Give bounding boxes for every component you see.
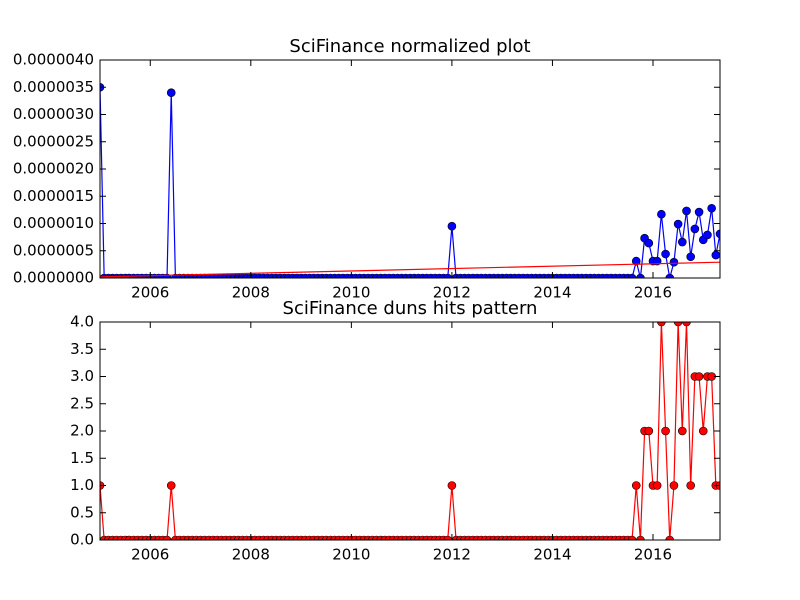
x-tick-label: 2010 [332,284,370,302]
marker [669,257,679,267]
marker [682,206,691,216]
y-tick-label: 0.0000005 [13,241,94,259]
y-tick-label: 4.0 [70,313,94,331]
marker [677,237,687,247]
marker [665,535,675,540]
y-tick-label: 0.0000020 [13,160,94,178]
marker [698,426,708,436]
marker [673,219,683,229]
y-tick-label: 0.0000010 [13,214,94,232]
x-tick-label: 2014 [533,546,571,564]
y-tick-label: 0.0000015 [13,187,94,205]
marker [162,535,172,540]
marker [703,230,712,240]
plot-area [100,322,720,540]
marker [682,322,691,327]
y-tick-label: 2.0 [70,422,94,440]
marker [166,481,176,490]
y-tick-label: 0.0 [70,531,94,549]
x-tick-label: 2016 [634,284,672,302]
y-tick-label: 3.5 [70,340,94,358]
x-tick-label: 2006 [131,546,169,564]
chart-title: SciFinance normalized plot [289,36,530,57]
x-tick-label: 2008 [232,546,270,564]
marker [661,249,670,259]
axes-frame [99,59,721,279]
marker [627,273,637,278]
y-tick-label: 3.0 [70,367,94,385]
marker [447,481,457,490]
marker [166,88,176,97]
marker [644,238,654,248]
y-tick-label: 2.5 [70,394,94,412]
y-tick-label: 1.0 [70,476,94,494]
x-tick-label: 2012 [433,546,471,564]
marker [694,207,704,217]
marker [694,372,704,381]
marker [711,250,720,260]
axes-frame [99,321,721,541]
x-tick-label: 2008 [232,284,270,302]
chart-title: SciFinance duns hits pattern [283,298,538,319]
y-tick-label: 0.0000040 [13,51,94,69]
marker [677,426,687,436]
y-tick-label: 1.5 [70,449,94,467]
marker [447,221,457,231]
x-tick-label: 2014 [533,284,571,302]
marker [669,481,679,490]
y-tick-label: 0.5 [70,503,94,521]
x-tick-label: 2010 [332,546,370,564]
marker [631,256,641,266]
marker [443,535,453,540]
x-tick-label: 2006 [131,284,169,302]
y-tick-label: 0.0000000 [13,269,94,287]
marker [644,426,654,436]
marker [707,203,716,213]
marker [657,209,666,219]
marker [657,322,666,327]
marker [443,273,453,278]
x-tick-label: 2012 [433,284,471,302]
x-tick-label: 2016 [634,546,672,564]
marker [686,252,695,262]
plot-area [100,82,720,278]
marker [690,224,700,234]
y-tick-label: 0.0000030 [13,105,94,123]
marker [686,481,695,490]
trend-line [100,261,720,278]
marker [661,426,670,436]
marker [715,229,720,239]
marker [631,481,641,490]
marker [652,481,662,490]
marker [673,322,683,327]
marker [636,535,645,540]
y-tick-label: 0.0000025 [13,132,94,150]
marker [627,535,637,540]
marker [636,273,645,278]
marker [665,273,675,278]
y-tick-label: 0.0000035 [13,78,94,96]
